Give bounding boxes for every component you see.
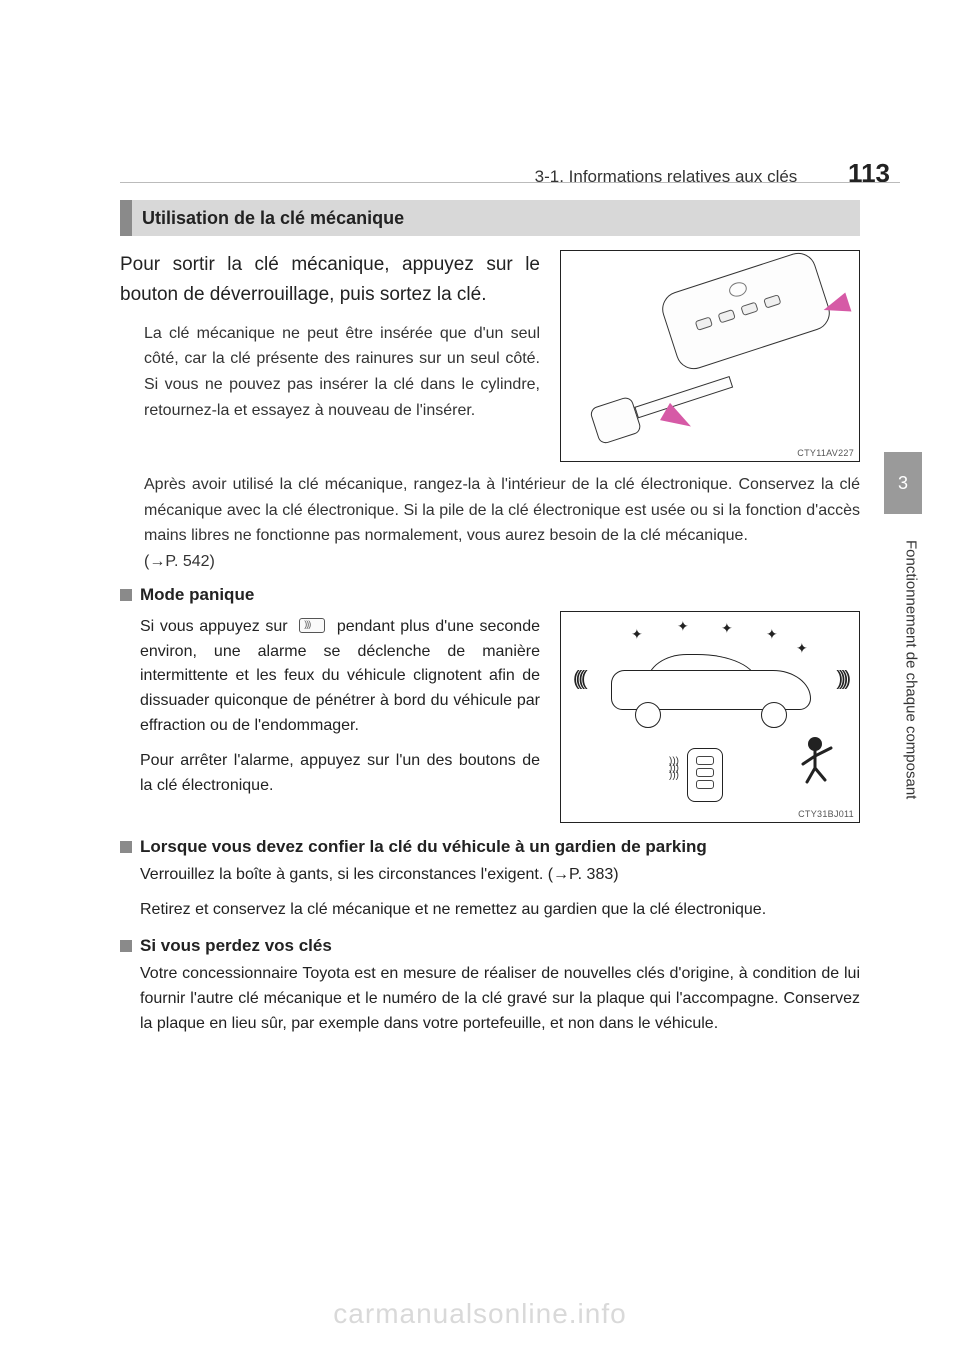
panic-paragraph-1: Si vous appuyez sur pendant plus d'une s… bbox=[140, 615, 540, 739]
valet-paragraph-2: Retirez et conservez la clé mécanique et… bbox=[140, 898, 860, 923]
key-fob-illustration bbox=[658, 248, 835, 374]
intro-row: Pour sortir la clé mécanique, appuyez su… bbox=[120, 250, 860, 462]
chapter-tab-number: 3 bbox=[898, 473, 908, 494]
page-reference: (→P. 542) bbox=[144, 553, 860, 571]
header-rule bbox=[120, 182, 900, 183]
section-path: 3-1. Informations relatives aux clés bbox=[535, 167, 798, 186]
remote-button bbox=[696, 768, 714, 777]
square-bullet-icon bbox=[120, 589, 132, 601]
flash-icon: ✦ bbox=[766, 626, 778, 643]
mechanical-key-head bbox=[589, 396, 643, 446]
subheading-panic-mode: Mode panique bbox=[120, 585, 860, 605]
intro-text-column: Pour sortir la clé mécanique, appuyez su… bbox=[120, 250, 540, 462]
square-bullet-icon bbox=[120, 841, 132, 853]
figure-panic-mode: ✦ ✦ ✦ ✦ ✦ (((( )))) ))) bbox=[560, 611, 860, 823]
subheading-valet: Lorsque vous devez confier la clé du véh… bbox=[120, 837, 860, 857]
flash-icon: ✦ bbox=[796, 640, 808, 657]
side-caption: Fonctionnement de chaque composant bbox=[902, 540, 920, 1060]
remote-button bbox=[696, 780, 714, 789]
valet-paragraph-1: Verrouillez la boîte à gants, si les cir… bbox=[140, 863, 860, 888]
remote-signal-icon: ))))))))) bbox=[669, 758, 679, 779]
figure-code: CTY11AV227 bbox=[797, 448, 854, 458]
page-header: 3-1. Informations relatives aux clés 113 bbox=[535, 158, 890, 189]
after-use-paragraph: Après avoir utilisé la clé mécanique, ra… bbox=[144, 472, 860, 549]
manual-page: 3-1. Informations relatives aux clés 113… bbox=[0, 0, 960, 1358]
detail-paragraph: La clé mécanique ne peut être insérée qu… bbox=[144, 321, 540, 423]
sound-waves-right-icon: )))) bbox=[836, 668, 847, 691]
section-heading-bar: Utilisation de la clé mécanique bbox=[120, 200, 860, 236]
chapter-tab: 3 bbox=[884, 452, 922, 514]
panic-text-column: Si vous appuyez sur pendant plus d'une s… bbox=[120, 611, 540, 823]
remote-button bbox=[696, 756, 714, 765]
flash-icon: ✦ bbox=[677, 618, 689, 635]
lost-keys-paragraph: Votre concessionnaire Toyota est en mesu… bbox=[140, 962, 860, 1036]
car-wheel bbox=[635, 702, 661, 728]
section-title: Utilisation de la clé mécanique bbox=[132, 200, 860, 236]
intruder-icon bbox=[801, 734, 841, 784]
car-illustration bbox=[611, 652, 811, 720]
subheading-lost-keys: Si vous perdez vos clés bbox=[120, 936, 860, 956]
panic-paragraph-2: Pour arrêter l'alarme, appuyez sur l'un … bbox=[140, 749, 540, 799]
sound-waves-left-icon: (((( bbox=[573, 668, 584, 691]
figure-code: CTY31BJ011 bbox=[798, 809, 854, 819]
flash-icon: ✦ bbox=[631, 626, 643, 643]
car-wheel bbox=[761, 702, 787, 728]
page-number: 113 bbox=[848, 158, 890, 188]
panic-row: Si vous appuyez sur pendant plus d'une s… bbox=[120, 611, 860, 823]
alarm-button-icon bbox=[299, 618, 325, 633]
panic-p1b: pendant plus d'une seconde environ, une … bbox=[140, 618, 540, 734]
remote-illustration: ))))))))) bbox=[675, 748, 735, 810]
watermark-text: carmanualsonline.info bbox=[333, 1298, 626, 1330]
subheading-label: Si vous perdez vos clés bbox=[140, 936, 332, 956]
intro-paragraph: Pour sortir la clé mécanique, appuyez su… bbox=[120, 250, 540, 311]
square-bullet-icon bbox=[120, 940, 132, 952]
panic-p1a: Si vous appuyez sur bbox=[140, 618, 293, 635]
section-accent bbox=[120, 200, 132, 236]
page-content: Utilisation de la clé mécanique Pour sor… bbox=[120, 200, 860, 1047]
subheading-label: Mode panique bbox=[140, 585, 254, 605]
subheading-label: Lorsque vous devez confier la clé du véh… bbox=[140, 837, 707, 857]
figure-mechanical-key: CTY11AV227 bbox=[560, 250, 860, 462]
flash-icon: ✦ bbox=[721, 620, 733, 637]
mechanical-key-illustration bbox=[585, 351, 747, 456]
